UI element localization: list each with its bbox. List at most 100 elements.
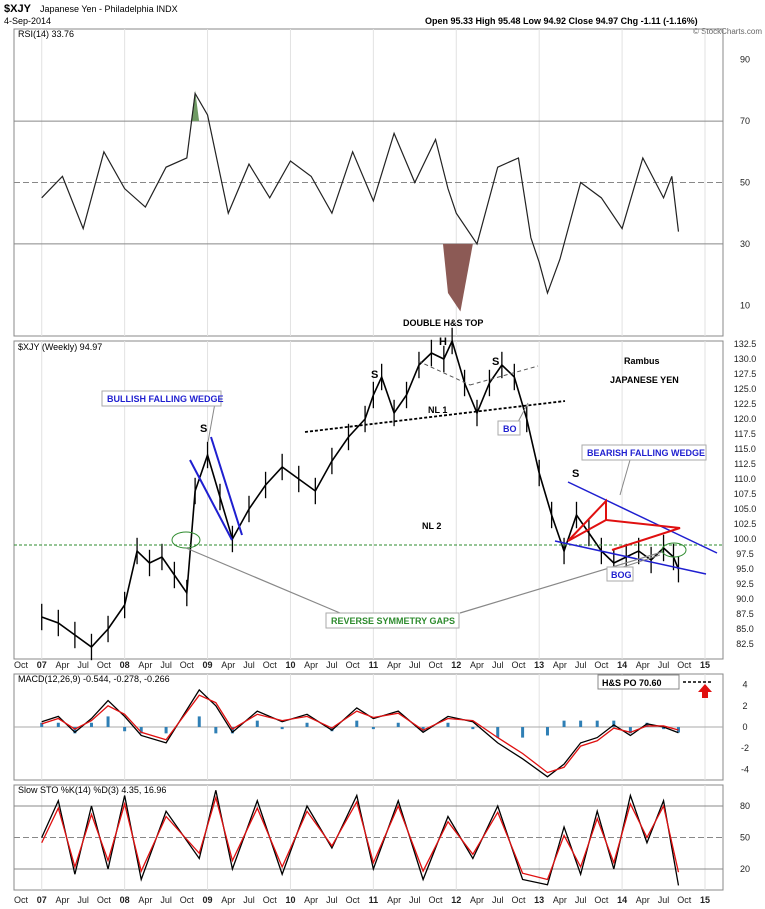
y-tick-label: 80 xyxy=(740,801,750,811)
x-tick-label: 10 xyxy=(285,660,295,670)
bull-wedge-upper xyxy=(189,459,233,541)
x-tick-label: Oct xyxy=(97,895,112,905)
label-s-left: S xyxy=(200,423,207,435)
y-tick-label: 107.5 xyxy=(734,489,757,499)
x-tick-label: Jul xyxy=(409,895,421,905)
x-tick-label: Jul xyxy=(658,660,670,670)
x-tick-label: Jul xyxy=(160,660,172,670)
label-double-hs-top: DOUBLE H&S TOP xyxy=(403,318,483,328)
x-tick-label: Oct xyxy=(263,895,278,905)
bear-wedge-upper xyxy=(567,481,718,554)
y-tick-label: 2 xyxy=(742,701,747,711)
y-tick-label: 120.0 xyxy=(734,414,757,424)
x-tick-label: 10 xyxy=(285,895,295,905)
x-tick-label: Jul xyxy=(492,895,504,905)
x-tick-label: Apr xyxy=(138,895,152,905)
y-tick-label: 87.5 xyxy=(736,609,754,619)
x-tick-label: Oct xyxy=(511,660,526,670)
label-h: H xyxy=(439,336,447,348)
gap-circle-right xyxy=(661,542,687,558)
bear-wedge-lower xyxy=(554,540,707,575)
x-tick-label: Apr xyxy=(553,660,567,670)
x-tick-label: Apr xyxy=(636,660,650,670)
y-tick-label: 117.5 xyxy=(734,429,756,439)
label-reverse-gaps: REVERSE SYMMETRY GAPS xyxy=(331,616,455,626)
x-tick-label: Oct xyxy=(511,895,526,905)
x-tick-label: Oct xyxy=(677,895,692,905)
y-tick-label: 100.0 xyxy=(734,534,757,544)
y-tick-label: 115.0 xyxy=(734,444,756,454)
y-tick-label: 50 xyxy=(740,178,750,188)
y-tick-label: 105.0 xyxy=(734,504,757,514)
x-tick-label: Oct xyxy=(14,895,29,905)
price-line xyxy=(41,338,680,649)
chart-date: 4-Sep-2014 xyxy=(4,16,51,26)
bull-wedge-box xyxy=(101,390,222,407)
chart-name: Japanese Yen - Philadelphia INDX xyxy=(40,4,178,14)
y-tick-label: 95.0 xyxy=(736,564,754,574)
x-tick-label: Jul xyxy=(77,895,89,905)
label-bog: BOG xyxy=(611,570,632,580)
x-tick-label: Apr xyxy=(55,660,69,670)
x-tick-label: 07 xyxy=(37,660,47,670)
y-tick-label: 85.0 xyxy=(736,624,754,634)
y-tick-label: -4 xyxy=(741,764,749,774)
macd-line xyxy=(41,688,679,778)
label-nl1: NL 1 xyxy=(428,405,447,415)
label-nl2: NL 2 xyxy=(422,521,441,531)
x-tick-label: Apr xyxy=(221,660,235,670)
rsi-oversold-fill xyxy=(442,243,473,312)
x-tick-label: Apr xyxy=(387,895,401,905)
x-tick-label: 13 xyxy=(534,895,544,905)
x-tick-label: 09 xyxy=(203,895,213,905)
x-tick-label: Apr xyxy=(304,895,318,905)
gap-circle-left xyxy=(171,531,201,549)
x-tick-label: Jul xyxy=(658,895,670,905)
x-tick-label: Oct xyxy=(429,660,444,670)
y-tick-label: 90 xyxy=(740,55,750,65)
y-tick-label: 110.0 xyxy=(734,474,756,484)
x-tick-label: Oct xyxy=(677,660,692,670)
rsi-title: RSI(14) 33.76 xyxy=(18,29,74,39)
macd-title: MACD(12,26,9) -0.544, -0.278, -0.266 xyxy=(18,674,170,684)
x-tick-label: 14 xyxy=(617,660,627,670)
x-tick-label: Jul xyxy=(160,895,172,905)
hs-po-box xyxy=(597,674,680,690)
label-bullish-wedge: BULLISH FALLING WEDGE xyxy=(107,394,224,404)
y-tick-label: 92.5 xyxy=(736,579,754,589)
y-tick-label: 10 xyxy=(740,300,750,310)
label-s-right: S xyxy=(572,468,579,480)
x-tick-label: Jul xyxy=(409,660,421,670)
x-tick-label: Apr xyxy=(470,895,484,905)
y-tick-label: 50 xyxy=(740,833,750,843)
y-tick-label: 82.5 xyxy=(736,639,754,649)
label-japanese-yen: JAPANESE YEN xyxy=(610,375,679,385)
y-tick-label: 122.5 xyxy=(734,399,757,409)
x-tick-label: Oct xyxy=(346,660,361,670)
x-tick-label: Apr xyxy=(387,660,401,670)
x-tick-label: 08 xyxy=(120,660,130,670)
annotation-lines xyxy=(14,360,723,698)
y-tick-label: -2 xyxy=(741,743,749,753)
x-tick-label: 14 xyxy=(617,895,627,905)
bog-box xyxy=(606,566,634,582)
x-tick-label: Oct xyxy=(346,895,361,905)
x-tick-label: Apr xyxy=(636,895,650,905)
x-tick-label: 12 xyxy=(451,660,461,670)
x-tick-label: Jul xyxy=(243,895,255,905)
bo-box xyxy=(497,420,521,436)
x-tick-label: Oct xyxy=(14,660,29,670)
pointer-bo xyxy=(517,402,529,423)
pointer-right xyxy=(459,551,663,614)
price-panel xyxy=(13,340,724,660)
stoch-title: Slow STO %K(14) %D(3) 4.35, 16.96 xyxy=(18,785,166,795)
x-tick-label: 07 xyxy=(37,895,47,905)
label-s1: S xyxy=(371,369,378,381)
x-tick-label: Apr xyxy=(470,660,484,670)
watermark: © StockCharts.com xyxy=(693,27,762,36)
hs-neck-dashed xyxy=(417,360,471,386)
label-rambus: Rambus xyxy=(624,356,660,366)
annotation-labels: DOUBLE H&S TOP Rambus JAPANESE YEN BULLI… xyxy=(101,318,707,690)
pointer-bear xyxy=(619,459,631,496)
x-tick-label: Oct xyxy=(180,660,195,670)
